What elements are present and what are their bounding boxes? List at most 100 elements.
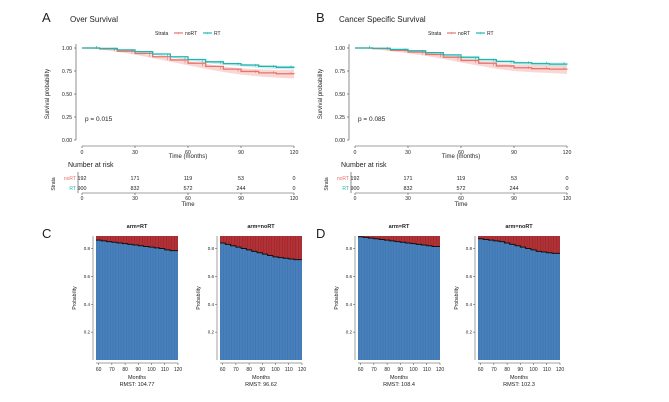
legend-label-RT: RT bbox=[214, 31, 221, 37]
risk-count: 53 bbox=[511, 176, 517, 182]
y-tick-label: 0.4 bbox=[466, 302, 473, 307]
risk-count: 171 bbox=[404, 176, 413, 182]
risk-x-axis-label: Time bbox=[181, 202, 195, 208]
rmst-area-below bbox=[478, 238, 560, 360]
risk-count: 572 bbox=[457, 186, 466, 192]
risk-row-label-noRT: noRT bbox=[337, 176, 349, 182]
x-tick-label: 110 bbox=[285, 367, 293, 373]
x-tick-label: 120 bbox=[290, 150, 299, 156]
risk-row-label-RT: RT bbox=[69, 186, 76, 192]
x-tick-label: 80 bbox=[246, 367, 252, 373]
legend-mark: + bbox=[177, 31, 180, 37]
rmst-plot-title: arm=RT bbox=[389, 224, 410, 230]
y-tick-label: 0.00 bbox=[62, 138, 72, 144]
risk-x-tick-label: 0 bbox=[354, 196, 357, 202]
x-tick-label: 90 bbox=[511, 150, 517, 156]
x-tick-label: 100 bbox=[147, 367, 156, 373]
y-tick-label: 0.25 bbox=[335, 115, 345, 121]
x-tick-label: 30 bbox=[132, 150, 138, 156]
rmst-curve bbox=[220, 242, 302, 261]
x-tick-label: 120 bbox=[436, 367, 445, 373]
chart-title: Cancer Specific Survival bbox=[339, 15, 426, 24]
legend-label-noRT: noRT bbox=[458, 31, 470, 37]
rmst-curve bbox=[478, 238, 560, 254]
y-tick-label: 1.00 bbox=[335, 46, 345, 52]
risk-x-tick-label: 90 bbox=[511, 196, 517, 202]
rmst-value: RMST: 104.77 bbox=[120, 382, 155, 388]
km-curve-RT bbox=[355, 47, 568, 65]
risk-count: 53 bbox=[238, 176, 244, 182]
y-axis-label: Survival probability bbox=[318, 69, 324, 119]
risk-row-label-RT: RT bbox=[342, 186, 349, 192]
x-tick-label: 80 bbox=[122, 367, 128, 373]
rmst-area-below bbox=[358, 236, 440, 360]
x-tick-label: 70 bbox=[109, 367, 115, 373]
x-tick-label: 80 bbox=[504, 367, 510, 373]
risk-count: 0 bbox=[566, 186, 569, 192]
y-tick-label: 1.00 bbox=[62, 46, 72, 52]
x-tick-label: 80 bbox=[384, 367, 390, 373]
x-axis-label: Months bbox=[510, 375, 528, 381]
rmst-plot-title: arm=RT bbox=[127, 224, 148, 230]
x-tick-label: 0 bbox=[81, 150, 84, 156]
x-tick-label: 30 bbox=[405, 150, 411, 156]
x-tick-label: 120 bbox=[556, 367, 565, 373]
y-tick-label: 0.50 bbox=[335, 92, 345, 98]
x-tick-label: 100 bbox=[529, 367, 538, 373]
rmst-value: RMST: 102.3 bbox=[503, 382, 535, 388]
x-tick-label: 120 bbox=[563, 150, 572, 156]
rmst-value: RMST: 108.4 bbox=[383, 382, 415, 388]
x-tick-label: 60 bbox=[358, 367, 364, 373]
x-tick-label: 60 bbox=[96, 367, 102, 373]
y-tick-label: 0.50 bbox=[62, 92, 72, 98]
y-tick-label: 0.2 bbox=[466, 330, 473, 335]
risk-count: 192 bbox=[78, 176, 87, 182]
legend-title: Strata bbox=[155, 31, 169, 37]
risk-count: 832 bbox=[131, 186, 140, 192]
x-tick-label: 70 bbox=[371, 367, 377, 373]
x-tick-label: 60 bbox=[185, 150, 191, 156]
x-axis-label: Months bbox=[252, 375, 270, 381]
x-tick-label: 90 bbox=[398, 367, 404, 373]
x-tick-label: 70 bbox=[233, 367, 239, 373]
risk-count: 119 bbox=[457, 176, 466, 182]
y-axis-label: Probability bbox=[454, 286, 460, 310]
chart-title: Over Survival bbox=[70, 15, 118, 24]
x-tick-label: 90 bbox=[518, 367, 524, 373]
x-tick-label: 90 bbox=[238, 150, 244, 156]
risk-count: 171 bbox=[131, 176, 140, 182]
y-tick-label: 0.75 bbox=[62, 69, 72, 75]
risk-count: 832 bbox=[404, 186, 413, 192]
risk-x-tick-label: 60 bbox=[458, 196, 464, 202]
risk-count: 119 bbox=[184, 176, 193, 182]
x-tick-label: 110 bbox=[543, 367, 551, 373]
km-curve-noRT bbox=[355, 47, 568, 70]
x-tick-label: 120 bbox=[298, 367, 307, 373]
panel-letter: A bbox=[42, 10, 51, 25]
risk-count: 192 bbox=[351, 176, 360, 182]
y-tick-label: 0.8 bbox=[84, 246, 91, 251]
y-tick-label: 0.2 bbox=[208, 330, 215, 335]
panel-letter: B bbox=[316, 10, 325, 25]
y-tick-label: 0.2 bbox=[84, 330, 91, 335]
rmst-plot-title: arm=noRT bbox=[247, 224, 275, 230]
rmst-curve bbox=[96, 239, 178, 252]
x-tick-label: 90 bbox=[136, 367, 142, 373]
y-tick-label: 0.6 bbox=[84, 274, 91, 279]
x-tick-label: 120 bbox=[174, 367, 183, 373]
risk-row-label-noRT: noRT bbox=[64, 176, 76, 182]
y-tick-label: 0.2 bbox=[346, 330, 353, 335]
risk-x-tick-label: 30 bbox=[132, 196, 138, 202]
risk-x-tick-label: 120 bbox=[563, 196, 572, 202]
risk-count: 0 bbox=[293, 176, 296, 182]
y-tick-label: 0.00 bbox=[335, 138, 345, 144]
risk-count: 900 bbox=[78, 186, 87, 192]
risk-count: 244 bbox=[510, 186, 519, 192]
risk-table-ylabel: Strata bbox=[51, 177, 57, 191]
x-tick-label: 100 bbox=[271, 367, 280, 373]
x-axis-label: Time (months) bbox=[169, 154, 207, 160]
x-tick-label: 60 bbox=[458, 150, 464, 156]
y-tick-label: 0.8 bbox=[208, 246, 215, 251]
x-tick-label: 110 bbox=[161, 367, 169, 373]
